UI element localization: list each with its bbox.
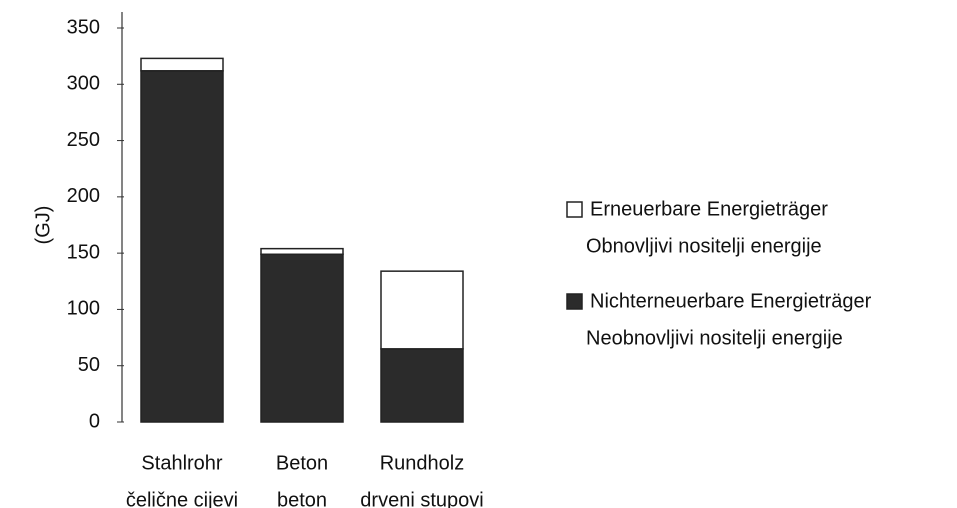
y-tick-label: 250 [67,129,100,151]
legend-swatch [566,293,583,310]
y-tick-label: 150 [67,241,100,263]
legend-swatch [566,201,583,218]
bar-segment [380,270,464,350]
bar-segment [260,253,344,423]
y-tick-label: 50 [78,354,100,376]
y-tick-label: 200 [67,185,100,207]
y-tick-label: 100 [67,298,100,320]
x-tick-label: Stahlrohr [141,452,222,474]
x-tick-label: Rundholz [380,452,465,474]
legend-label: Obnovljivi nositelji energije [586,235,822,257]
x-tick-label: beton [277,489,327,508]
legend-label: Erneuerbare Energieträger [590,198,828,220]
y-tick-label: 300 [67,73,100,95]
bar-segment [140,57,224,72]
y-tick-label: 0 [89,410,100,432]
bar-segment [260,247,344,256]
legend-label: Nichterneuerbare Energieträger [590,290,872,312]
x-tick-label: drveni stupovi [360,489,483,508]
bar-segment [380,348,464,423]
y-axis-label: (GJ) [32,206,54,245]
x-tick-label: Beton [276,452,328,474]
bar-segment [140,70,224,423]
y-tick-label: 350 [67,16,100,38]
legend-label: Neobnovljivi nositelji energije [586,327,843,349]
x-tick-label: čelične cijevi [126,489,238,508]
